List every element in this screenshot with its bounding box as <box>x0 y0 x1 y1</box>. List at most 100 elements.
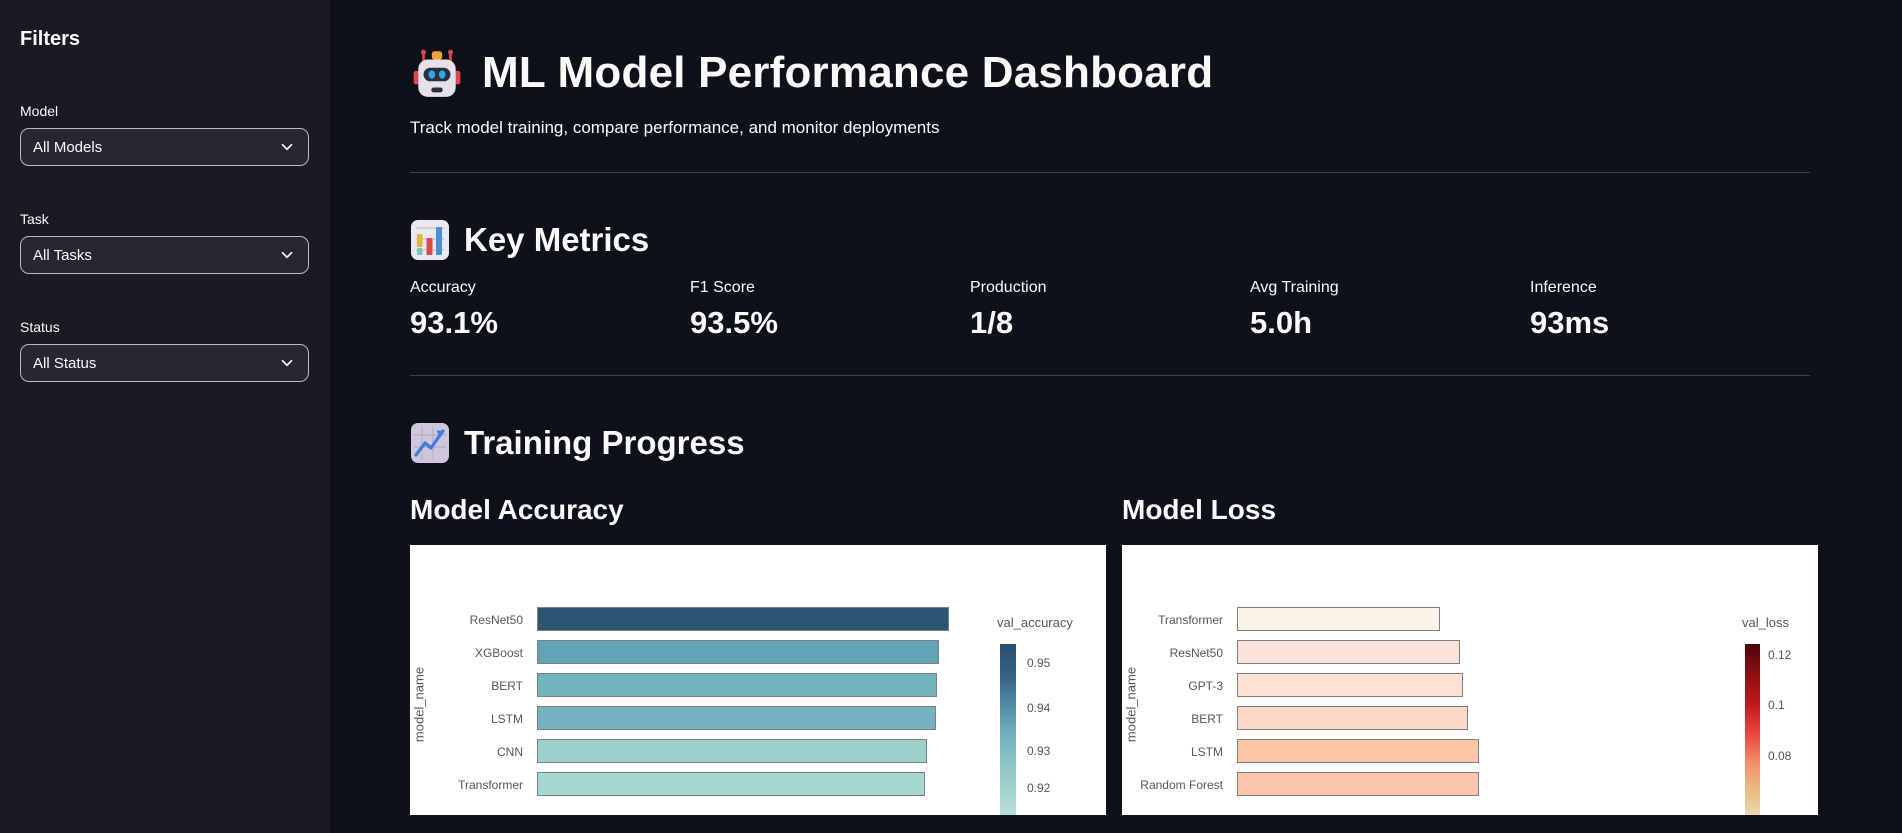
y-tick-label: ResNet50 <box>469 613 523 627</box>
model-loss-chart[interactable]: model_name Transformer ResNet50 GPT-3 BERT LS… <box>1122 545 1818 815</box>
chart-bar-row: CNN <box>410 739 1106 765</box>
chart-bar-row: ResNet50 <box>410 607 1106 633</box>
chart-bar-row: LSTM <box>410 706 1106 732</box>
page-header: ML Model Performance Dashboard <box>410 46 1810 100</box>
metric-value: 1/8 <box>970 305 1014 340</box>
accuracy-chart-column: Model Accuracy model_name ResNet50 XGBoost… <box>410 494 1106 815</box>
robot-icon <box>410 46 464 100</box>
sidebar: Filters Model All Models Task All Tasks … <box>0 0 330 833</box>
model-select-value: All Models <box>33 138 103 156</box>
y-tick-label: BERT <box>491 679 523 693</box>
filter-group-task: Task All Tasks <box>20 211 310 274</box>
task-select[interactable]: All Tasks <box>20 236 309 274</box>
legend-tick-label: 0.93 <box>1027 744 1051 758</box>
chart-bar-row: BERT <box>410 673 1106 699</box>
page-title: ML Model Performance Dashboard <box>482 48 1214 97</box>
key-metrics-heading: Key Metrics <box>410 219 1810 261</box>
divider <box>410 172 1810 173</box>
y-tick-label: LSTM <box>490 712 523 726</box>
loss-chart-column: Model Loss model_name Transformer ResNet50… <box>1122 494 1818 815</box>
legend-tick-label: 0.92 <box>1027 781 1051 795</box>
metric-label: Accuracy <box>410 279 476 296</box>
legend-tick-label: 0.95 <box>1027 656 1051 670</box>
chart-bar-row: Random Forest <box>1122 772 1818 798</box>
bar-transformer <box>537 772 925 796</box>
y-tick-label: XGBoost <box>474 646 523 660</box>
chevron-down-icon <box>278 138 296 156</box>
bar-resnet50 <box>537 607 949 631</box>
divider <box>410 375 1810 376</box>
metric-value: 93ms <box>1530 305 1610 340</box>
y-tick-label: GPT-3 <box>1188 679 1223 693</box>
metric-avg-training: Avg Training 5.0h <box>1250 279 1530 341</box>
metric-value: 93.5% <box>690 305 778 340</box>
bar-chart-icon <box>410 219 450 261</box>
bar-bert <box>537 673 937 697</box>
y-tick-label: Random Forest <box>1140 778 1223 792</box>
metric-accuracy: Accuracy 93.1% <box>410 279 690 341</box>
task-select-value: All Tasks <box>33 246 92 264</box>
training-progress-heading: Training Progress <box>410 422 1810 464</box>
sidebar-title: Filters <box>20 28 81 50</box>
chart-bar-row: LSTM <box>1122 739 1818 765</box>
chart-bar-row: GPT-3 <box>1122 673 1818 699</box>
y-tick-label: Transformer <box>458 778 523 792</box>
legend-title: val_accuracy <box>997 615 1073 630</box>
y-tick-label: BERT <box>1191 712 1223 726</box>
metric-value: 93.1% <box>410 305 498 340</box>
bar-resnet50 <box>1237 640 1460 664</box>
bar-xgboost <box>537 640 939 664</box>
chevron-down-icon <box>278 354 296 372</box>
metric-label: Inference <box>1530 279 1597 296</box>
legend-colorbar <box>1745 644 1760 815</box>
metric-value: 5.0h <box>1250 305 1313 340</box>
key-metrics-title: Key Metrics <box>464 221 650 258</box>
legend-colorbar <box>1000 644 1016 815</box>
metrics-row: Accuracy 93.1% F1 Score 93.5% Production… <box>410 279 1810 341</box>
bar-transformer <box>1237 607 1440 631</box>
bar-random-forest <box>1237 772 1479 796</box>
y-tick-label: Transformer <box>1158 613 1223 627</box>
filter-group-status: Status All Status <box>20 319 310 382</box>
chart-increasing-icon <box>410 422 450 464</box>
metric-label: F1 Score <box>690 279 755 296</box>
legend-tick-label: 0.94 <box>1027 701 1051 715</box>
metric-label: Production <box>970 279 1047 296</box>
chevron-down-icon <box>278 246 296 264</box>
model-accuracy-chart[interactable]: model_name ResNet50 XGBoost BERT LSTM CNN Tran… <box>410 545 1106 815</box>
bar-gpt-3 <box>1237 673 1463 697</box>
accuracy-chart-title: Model Accuracy <box>410 494 624 525</box>
main-content: ML Model Performance Dashboard Track mod… <box>330 0 1902 833</box>
page-subtitle: Track model training, compare performanc… <box>410 118 940 137</box>
chart-bar-row: XGBoost <box>410 640 1106 666</box>
y-tick-label: ResNet50 <box>1169 646 1223 660</box>
metric-label: Avg Training <box>1250 279 1339 296</box>
status-select-value: All Status <box>33 354 97 372</box>
chart-bar-row: Transformer <box>410 772 1106 798</box>
status-filter-label: Status <box>20 319 60 335</box>
legend-tick-label: 0.12 <box>1768 648 1792 662</box>
chart-bar-row: Transformer <box>1122 607 1818 633</box>
bar-bert <box>1237 706 1468 730</box>
model-filter-label: Model <box>20 103 59 119</box>
loss-chart-title: Model Loss <box>1122 494 1277 525</box>
legend-title: val_loss <box>1742 615 1789 630</box>
legend-tick-label: 0.08 <box>1768 749 1792 763</box>
legend-tick-label: 0.1 <box>1768 698 1785 712</box>
y-tick-label: LSTM <box>1190 745 1223 759</box>
chart-bar-row: BERT <box>1122 706 1818 732</box>
chart-bar-row: ResNet50 <box>1122 640 1818 666</box>
bar-lstm <box>537 706 936 730</box>
task-filter-label: Task <box>20 211 49 227</box>
training-progress-title: Training Progress <box>464 424 745 461</box>
metric-production: Production 1/8 <box>970 279 1250 341</box>
filter-group-model: Model All Models <box>20 103 310 166</box>
charts-row: Model Accuracy model_name ResNet50 XGBoost… <box>410 494 1818 815</box>
bar-lstm <box>1237 739 1479 763</box>
metric-f1-score: F1 Score 93.5% <box>690 279 970 341</box>
model-select[interactable]: All Models <box>20 128 309 166</box>
metric-inference: Inference 93ms <box>1530 279 1810 341</box>
y-tick-label: CNN <box>497 745 523 759</box>
bar-cnn <box>537 739 927 763</box>
status-select[interactable]: All Status <box>20 344 309 382</box>
